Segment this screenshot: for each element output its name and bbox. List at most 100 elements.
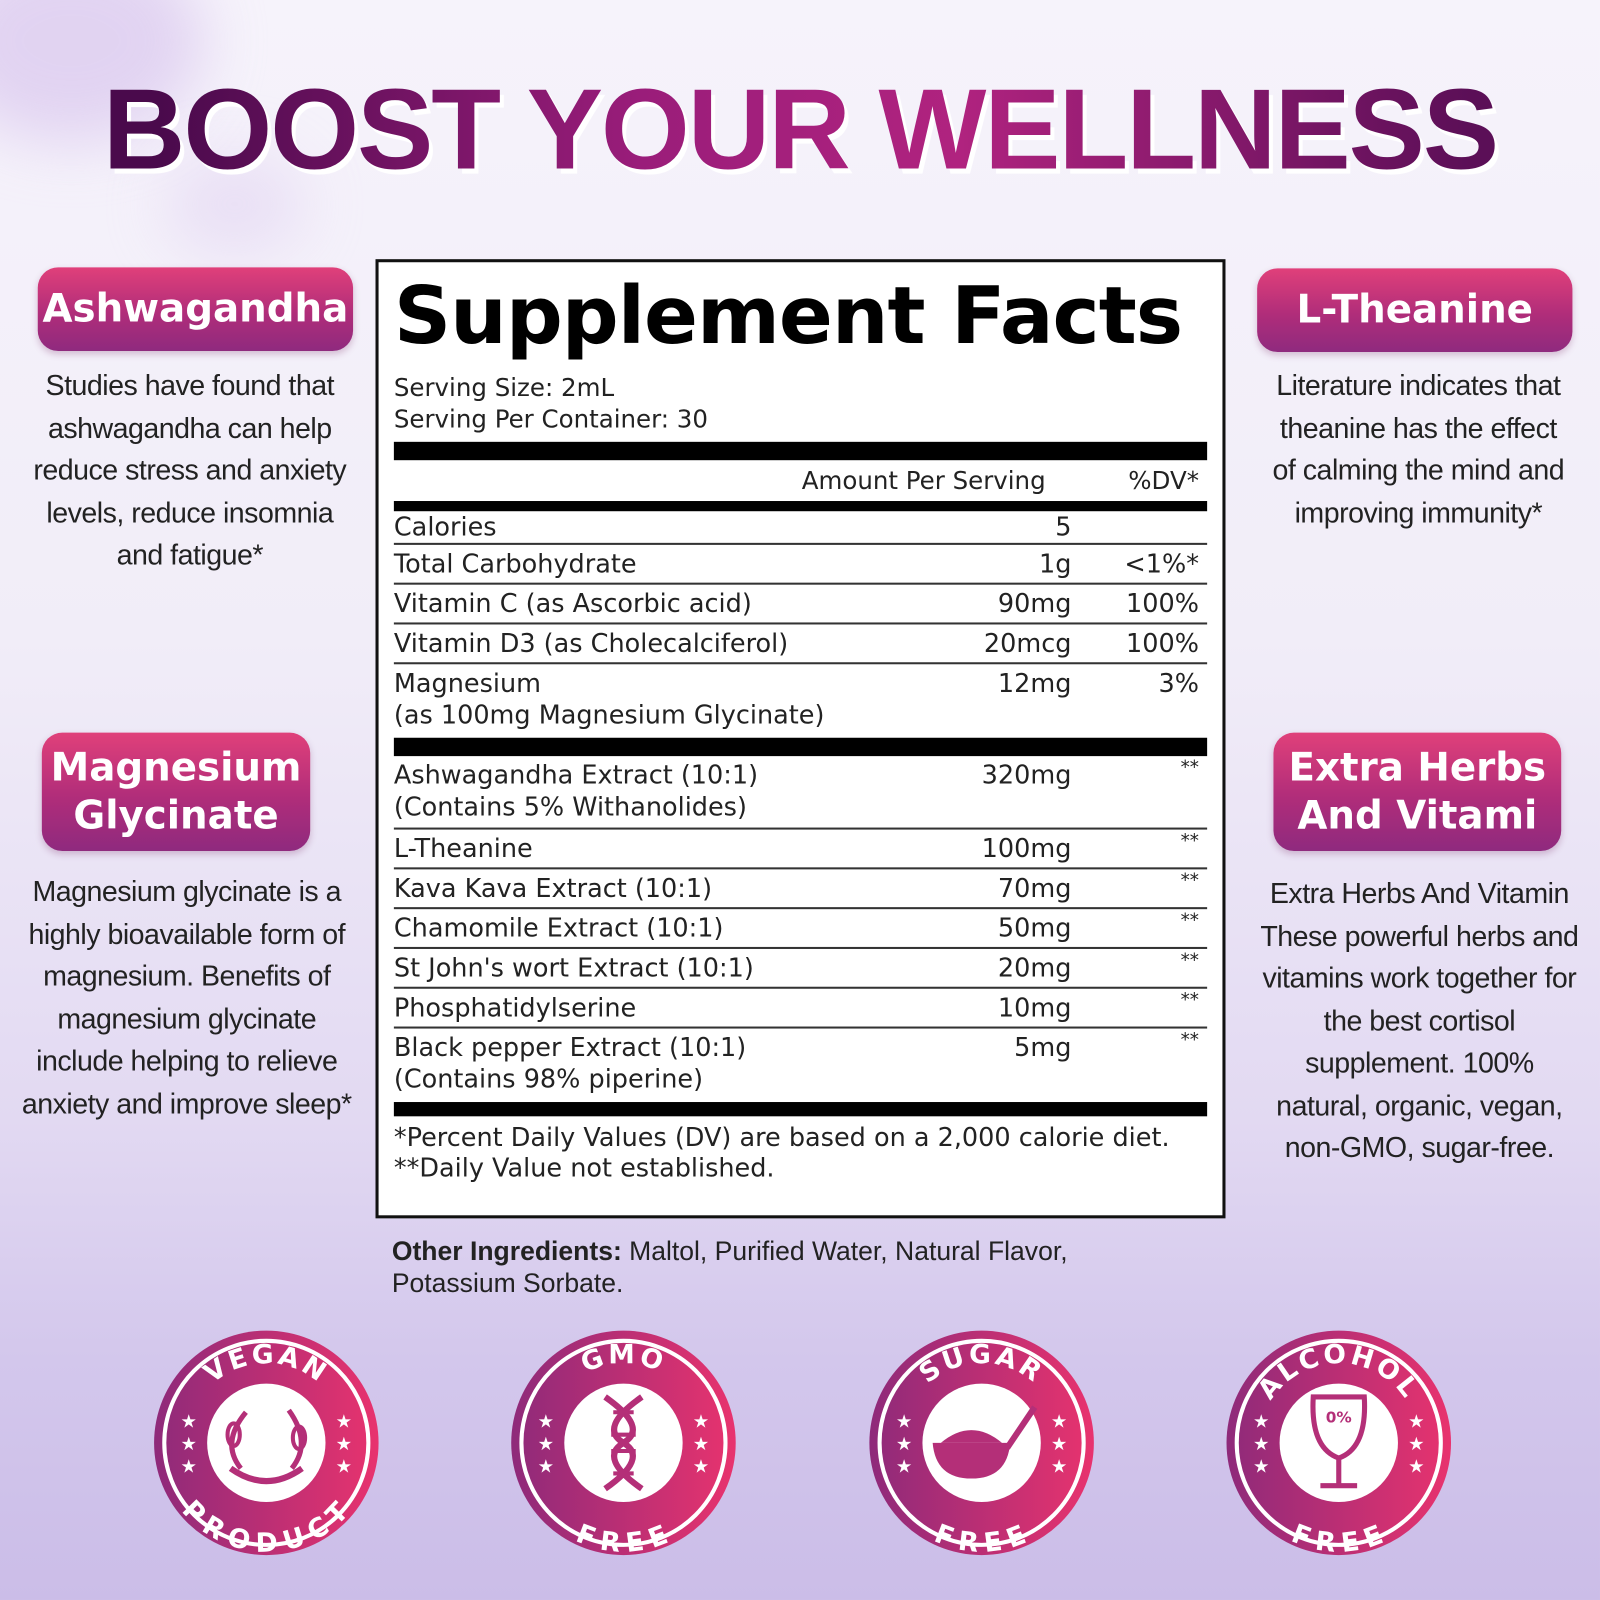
svg-text:★: ★ [896, 1434, 912, 1455]
row-name: Chamomile Extract (10:1) [393, 913, 724, 943]
description-magnesium-glycinate: Magnesium glycinate is a highly bioavail… [21, 875, 352, 1119]
row-amount: 5 [1055, 512, 1072, 542]
svg-text:★: ★ [538, 1456, 554, 1477]
description-extra-herbs: Extra Herbs And Vitamin These powerful h… [1260, 877, 1579, 1164]
svg-text:★: ★ [693, 1434, 709, 1455]
ingredient-group: Ashwagandha Extract (10:1) (Contains 5% W… [393, 756, 1208, 1102]
label-magnesium-glycinate: Magnesium Glycinate [41, 732, 311, 852]
row-name: St John's wort Extract (10:1) [393, 953, 754, 983]
footnote-1: *Percent Daily Values (DV) are based on … [393, 1122, 1170, 1153]
serving-size: Serving Size: 2mL [393, 373, 615, 403]
page-title: BOOST YOUR WELLNESS [0, 63, 1600, 195]
row-dv: 3% [1158, 668, 1199, 698]
svg-text:★: ★ [538, 1412, 554, 1433]
row-dv [1071, 511, 1207, 543]
supplement-facts-panel: Supplement Facts Serving Size: 2mL Servi… [375, 259, 1226, 1219]
facts-row: Ashwagandha Extract (10:1) (Contains 5% W… [393, 756, 1208, 830]
svg-text:★: ★ [1253, 1456, 1269, 1477]
description-ashwagandha: Studies have found that ashwagandha can … [33, 369, 347, 571]
other-ingredients: Other Ingredients: Maltol, Purified Wate… [392, 1236, 1068, 1299]
description-l-theanine: Literature indicates that theanine has t… [1272, 369, 1565, 529]
row-name: Phosphatidylserine [393, 992, 637, 1023]
row-name: Vitamin C (as Ascorbic acid) [393, 588, 752, 619]
footnote-2: **Daily Value not established. [393, 1153, 775, 1183]
facts-row: Chamomile Extract (10:1) 50mg ** [393, 909, 1208, 949]
svg-text:★: ★ [896, 1456, 912, 1477]
facts-row: Magnesium (as 100mg Magnesium Glycinate) … [394, 664, 1207, 737]
divider [393, 501, 1208, 512]
svg-text:★: ★ [336, 1434, 352, 1455]
row-name: Kava Kava Extract (10:1) [393, 873, 713, 904]
label-extra-herbs: Extra Herbs And Vitami [1273, 732, 1562, 852]
zero-percent-label: 0% [1326, 1408, 1352, 1426]
row-name: Total Carbohydrate [393, 548, 637, 579]
row-amount: 20mg [997, 953, 1072, 983]
row-amount: 1g [1038, 548, 1072, 579]
dna-icon [603, 1394, 644, 1492]
svg-text:★: ★ [1051, 1456, 1067, 1477]
svg-text:★: ★ [181, 1434, 197, 1455]
row-name: Calories [393, 512, 497, 542]
svg-text:★: ★ [336, 1456, 352, 1477]
row-amount: 5mg [1014, 1032, 1072, 1063]
row-dv: ** [1180, 870, 1199, 892]
row-amount: 20mcg [983, 628, 1072, 659]
facts-row: L-Theanine 100mg ** [393, 830, 1208, 870]
svg-text:★: ★ [1051, 1412, 1067, 1433]
svg-text:★: ★ [693, 1456, 709, 1477]
svg-text:★: ★ [181, 1456, 197, 1477]
svg-text:★: ★ [1408, 1412, 1424, 1433]
row-dv: ** [1180, 910, 1199, 932]
badge-alcohol-free: ALCOHOL FREE ★ ★ ★ ★ ★ ★ 0% [1226, 1330, 1453, 1559]
svg-text:★: ★ [1051, 1434, 1067, 1455]
row-dv: ** [1180, 1029, 1199, 1052]
other-ingredients-text: Maltol, Purified Water, Natural Flavor, [621, 1235, 1068, 1267]
svg-text:★: ★ [896, 1412, 912, 1433]
row-amount: 10mg [997, 992, 1072, 1023]
row-subname: (Contains 5% Withanolides) [393, 791, 747, 822]
other-ingredients-text-2: Potassium Sorbate. [391, 1267, 624, 1298]
row-name: Magnesium [393, 668, 541, 698]
wine-glass-0-percent-icon: 0% [1310, 1394, 1368, 1489]
dv-header: %DV* [1128, 466, 1199, 495]
facts-row: Total Carbohydrate 1g <1%* [393, 545, 1208, 585]
row-name: Vitamin D3 (as Cholecalciferol) [393, 628, 789, 659]
label-l-theanine: L-Theanine [1257, 268, 1573, 353]
row-subname: (Contains 98% piperine) [393, 1064, 704, 1094]
label-ashwagandha: Ashwagandha [37, 267, 354, 352]
other-ingredients-label: Other Ingredients: [391, 1235, 622, 1267]
row-dv: ** [1180, 830, 1199, 853]
nutrient-group: Calories 5 Total Carbohydrate 1g <1%* Vit… [393, 511, 1208, 738]
divider [393, 1102, 1208, 1117]
row-name: Ashwagandha Extract (10:1) [393, 760, 759, 790]
facts-row: Vitamin C (as Ascorbic acid) 90mg 100% [393, 585, 1208, 625]
servings-per-container: Serving Per Container: 30 [393, 405, 708, 434]
badge-gmo-free: GMO FREE ★ ★ ★ ★ ★ ★ [510, 1330, 737, 1559]
row-dv: ** [1180, 949, 1199, 972]
badge-sugar-free: SUGAR FREE ★ ★ ★ ★ ★ ★ [868, 1330, 1095, 1559]
row-subname: (as 100mg Magnesium Glycinate) [393, 699, 825, 730]
facts-row: Black pepper Extract (10:1) (Contains 98%… [394, 1029, 1207, 1102]
facts-row: St John's wort Extract (10:1) 20mg ** [393, 949, 1208, 989]
divider [393, 737, 1208, 757]
row-amount: 12mg [997, 668, 1072, 698]
row-dv: ** [1180, 757, 1199, 779]
row-dv: 100% [1126, 628, 1199, 659]
row-name: Black pepper Extract (10:1) [393, 1032, 747, 1063]
sugar-bowl-spoon-icon [932, 1405, 1038, 1479]
amount-header: Amount Per Serving [801, 466, 1046, 495]
svg-text:★: ★ [1408, 1434, 1424, 1455]
footnote-dv: *Percent Daily Values (DV) are based on … [394, 1122, 1207, 1183]
facts-heading: Supplement Facts [393, 270, 1183, 363]
facts-row: Kava Kava Extract (10:1) 70mg ** [393, 869, 1208, 910]
badge-vegan-product: VEGAN PRODUCT ★ ★ ★ ★ ★ ★ [153, 1330, 380, 1559]
background-flower [163, 153, 307, 256]
svg-text:★: ★ [1408, 1456, 1424, 1477]
row-dv: <1%* [1124, 548, 1199, 579]
divider [393, 441, 1208, 461]
svg-text:★: ★ [181, 1412, 197, 1433]
row-amount: 70mg [997, 873, 1072, 904]
row-amount: 320mg [981, 760, 1072, 790]
svg-text:★: ★ [1253, 1434, 1269, 1455]
row-amount: 50mg [997, 913, 1072, 943]
